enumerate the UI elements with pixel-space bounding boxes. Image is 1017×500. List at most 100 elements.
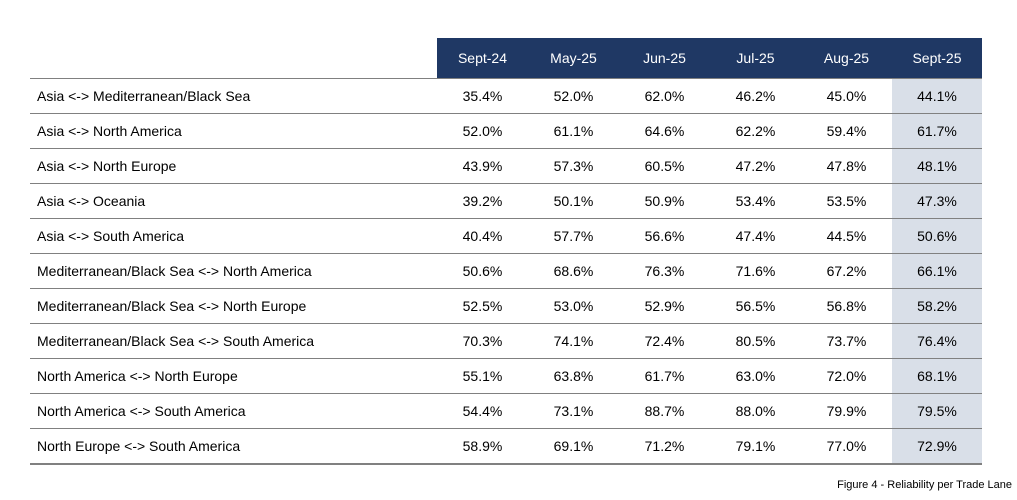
lane-label-cell: Mediterranean/Black Sea <-> South Americ… xyxy=(37,333,315,349)
table-row: Asia <-> North America 52.0% 61.1% 64.6% 62.… xyxy=(30,113,982,149)
lane-label-cell: North America <-> North Europe xyxy=(37,368,238,384)
value-cell: 40.4% xyxy=(462,228,503,244)
value-cell: 71.6% xyxy=(735,263,776,279)
value-cell: 43.9% xyxy=(462,158,503,174)
value-cell: 53.4% xyxy=(735,193,776,209)
column-header-jul-25: Jul-25 xyxy=(710,38,801,79)
lane-label-cell: Mediterranean/Black Sea <-> North Europe xyxy=(37,298,307,314)
value-cell: 47.2% xyxy=(735,158,776,174)
value-cell: 52.5% xyxy=(462,298,503,314)
table-row: North Europe <-> South America 58.9% 69.1%… xyxy=(30,428,982,464)
value-cell: 58.9% xyxy=(462,438,503,454)
value-cell: 67.2% xyxy=(826,263,867,279)
column-header-jun-25: Jun-25 xyxy=(619,38,710,79)
value-cell: 45.0% xyxy=(826,88,867,104)
value-cell: 39.2% xyxy=(462,193,503,209)
value-cell: 69.1% xyxy=(553,438,594,454)
value-cell: 52.9% xyxy=(644,298,685,314)
value-cell: 80.5% xyxy=(735,333,776,349)
table-row: North America <-> South America 54.4% 73.1… xyxy=(30,393,982,429)
value-cell: 70.3% xyxy=(462,333,503,349)
value-cell: 62.2% xyxy=(735,123,776,139)
value-cell: 44.1% xyxy=(892,78,982,114)
column-header-sept-24: Sept-24 xyxy=(437,38,528,79)
value-cell: 50.6% xyxy=(462,263,503,279)
value-cell: 66.1% xyxy=(892,253,982,289)
value-cell: 59.4% xyxy=(826,123,867,139)
value-cell: 47.3% xyxy=(892,183,982,219)
value-cell: 88.7% xyxy=(644,403,685,419)
value-cell: 48.1% xyxy=(892,148,982,184)
table-header: Sept-24 May-25 Jun-25 Jul-25 Aug-25 Sept… xyxy=(30,38,982,79)
value-cell: 56.6% xyxy=(644,228,685,244)
value-cell: 61.7% xyxy=(644,368,685,384)
value-cell: 71.2% xyxy=(644,438,685,454)
value-cell: 46.2% xyxy=(735,88,776,104)
column-header-may-25: May-25 xyxy=(528,38,619,79)
value-cell: 57.3% xyxy=(553,158,594,174)
value-cell: 44.5% xyxy=(826,228,867,244)
value-cell: 47.8% xyxy=(826,158,867,174)
value-cell: 52.0% xyxy=(462,123,503,139)
value-cell: 79.9% xyxy=(826,403,867,419)
value-cell: 88.0% xyxy=(735,403,776,419)
table-row: Mediterranean/Black Sea <-> North Americ… xyxy=(30,253,982,289)
value-cell: 56.5% xyxy=(735,298,776,314)
lane-label-cell: Asia <-> South America xyxy=(37,228,185,244)
value-cell: 72.9% xyxy=(892,428,982,464)
trade-lane-reliability-table: Sept-24 May-25 Jun-25 Jul-25 Aug-25 Sept… xyxy=(30,38,982,465)
column-header-sept-25: Sept-25 xyxy=(892,38,982,79)
trade-lane-table-body: Asia <-> Mediterranean/Black Sea 35.4% 52.… xyxy=(30,78,982,464)
value-cell: 68.6% xyxy=(553,263,594,279)
value-cell: 47.4% xyxy=(735,228,776,244)
value-cell: 61.1% xyxy=(553,123,594,139)
value-cell: 73.1% xyxy=(553,403,594,419)
table-row: Asia <-> North Europe 43.9% 57.3% 60.5% 47.2… xyxy=(30,148,982,184)
value-cell: 74.1% xyxy=(553,333,594,349)
value-cell: 76.4% xyxy=(892,323,982,359)
value-cell: 79.1% xyxy=(735,438,776,454)
corner-cell xyxy=(30,38,437,79)
value-cell: 50.9% xyxy=(644,193,685,209)
value-cell: 50.1% xyxy=(553,193,594,209)
lane-label-cell: Mediterranean/Black Sea <-> North Americ… xyxy=(37,263,312,279)
column-header-aug-25: Aug-25 xyxy=(801,38,892,79)
header-row: Sept-24 May-25 Jun-25 Jul-25 Aug-25 Sept… xyxy=(30,38,982,79)
value-cell: 55.1% xyxy=(462,368,503,384)
value-cell: 63.8% xyxy=(553,368,594,384)
value-cell: 73.7% xyxy=(826,333,867,349)
lane-label-cell: North Europe <-> South America xyxy=(37,438,241,454)
value-cell: 68.1% xyxy=(892,358,982,394)
table-row: Asia <-> South America 40.4% 57.7% 56.6% 47.… xyxy=(30,218,982,254)
value-cell: 58.2% xyxy=(892,288,982,324)
table-row: Mediterranean/Black Sea <-> South Americ… xyxy=(30,323,982,359)
value-cell: 77.0% xyxy=(826,438,867,454)
value-cell: 76.3% xyxy=(644,263,685,279)
value-cell: 56.8% xyxy=(826,298,867,314)
figure-caption: Figure 4 - Reliability per Trade Lane xyxy=(837,479,1012,491)
table-row: Mediterranean/Black Sea <-> North Europe… xyxy=(30,288,982,324)
value-cell: 61.7% xyxy=(892,113,982,149)
value-cell: 35.4% xyxy=(462,88,503,104)
lane-label-cell: North America <-> South America xyxy=(37,403,246,419)
value-cell: 60.5% xyxy=(644,158,685,174)
value-cell: 52.0% xyxy=(553,88,594,104)
value-cell: 57.7% xyxy=(553,228,594,244)
lane-label-cell: Asia <-> North America xyxy=(37,123,182,139)
value-cell: 50.6% xyxy=(892,218,982,254)
lane-label-cell: Asia <-> Oceania xyxy=(37,193,146,209)
lane-label-cell: Asia <-> North Europe xyxy=(37,158,177,174)
table-row: Asia <-> Mediterranean/Black Sea 35.4% 52.… xyxy=(30,78,982,114)
table-row: North America <-> North Europe 55.1% 63.8%… xyxy=(30,358,982,394)
value-cell: 79.5% xyxy=(892,393,982,429)
table-row: Asia <-> Oceania 39.2% 50.1% 50.9% 53.4% 53.5… xyxy=(30,183,982,219)
value-cell: 53.5% xyxy=(826,193,867,209)
value-cell: 63.0% xyxy=(735,368,776,384)
value-cell: 62.0% xyxy=(644,88,685,104)
value-cell: 53.0% xyxy=(553,298,594,314)
value-cell: 64.6% xyxy=(644,123,685,139)
value-cell: 72.0% xyxy=(826,368,867,384)
lane-label-cell: Asia <-> Mediterranean/Black Sea xyxy=(37,88,251,104)
value-cell: 54.4% xyxy=(462,403,503,419)
value-cell: 72.4% xyxy=(644,333,685,349)
